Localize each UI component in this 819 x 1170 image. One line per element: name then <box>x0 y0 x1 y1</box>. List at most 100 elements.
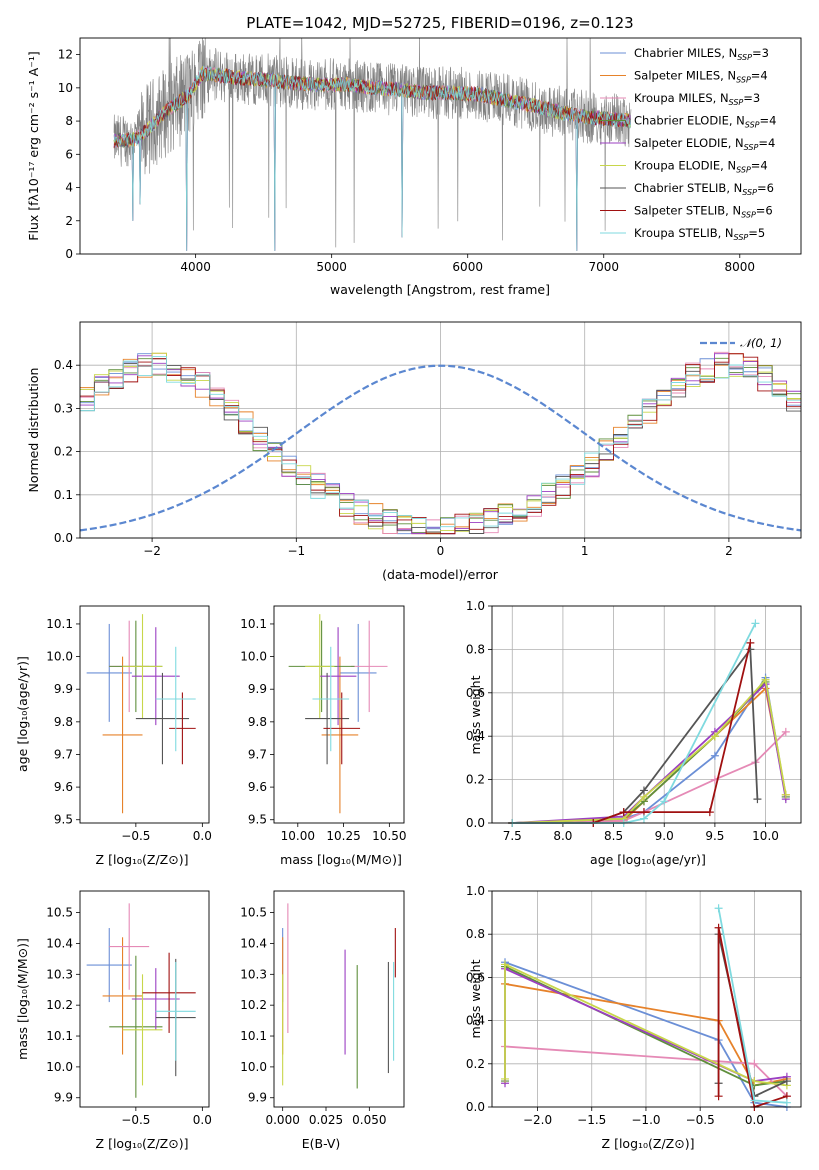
weight-point-marker <box>714 923 723 932</box>
x-tick-label: 0.0 <box>193 1113 212 1127</box>
weight-series-line <box>504 983 788 1087</box>
x-tick-label: 0.0 <box>193 829 212 843</box>
x-tick-label: −2 <box>143 544 161 558</box>
weight-point-marker <box>751 619 760 628</box>
y-tick-label: 0.8 <box>466 642 485 656</box>
y-tick-label: 10.2 <box>46 998 73 1012</box>
y-tick-label: 0.3 <box>54 401 73 415</box>
x-tick-label: 8.0 <box>553 829 572 843</box>
weight-point-marker <box>660 797 669 806</box>
y-tick-label: 0.0 <box>466 816 485 830</box>
x-tick-label: 4000 <box>180 260 211 274</box>
weight-series-line <box>512 686 787 824</box>
legend-entry: Chabrier STELIB, NSSP=6 <box>634 181 774 197</box>
y-tick-label: 10.5 <box>240 906 267 920</box>
x-tick-label: 0.050 <box>352 1113 386 1127</box>
weight-point-marker <box>705 808 714 817</box>
x-tick-label: −0.5 <box>121 1113 150 1127</box>
legend-entry: Chabrier MILES, NSSP=3 <box>634 46 769 62</box>
histogram-step-line <box>80 353 801 535</box>
age-z-xlabel: Z [log₁₀(Z/Z⊙)] <box>96 852 189 867</box>
mass-weight-vs-metallicity-panel: −2.0 −1.5 −1.0 −0.5 0.0 0.0 0.2 0.4 0.6 0.8 1.0 <box>466 884 802 1127</box>
y-tick-label: 1.0 <box>466 599 485 613</box>
observed-spectrum-line <box>113 38 632 248</box>
x-tick-label: 10.25 <box>326 829 360 843</box>
mass-ebv-xlabel: E(B-V) <box>302 1136 341 1151</box>
weight-age-xlabel: age [log₁₀(age/yr)] <box>590 852 706 867</box>
spectrum-panel: 4000 5000 6000 7000 8000 0 2 4 6 8 10 12 Chabrier MI… <box>58 37 802 274</box>
x-tick-label: −1.0 <box>631 1113 660 1127</box>
y-tick-label: 10.3 <box>46 967 73 981</box>
weight-point-marker <box>714 904 723 913</box>
weight-series-line <box>504 962 788 1087</box>
x-tick-label: 10.0 <box>752 829 779 843</box>
y-tick-label: 9.5 <box>248 813 267 827</box>
weight-point-marker <box>781 790 790 799</box>
y-tick-label: 9.6 <box>54 780 73 794</box>
y-tick-label: 0.4 <box>54 358 73 372</box>
x-tick-label: 8000 <box>725 260 756 274</box>
spectrum-title: PLATE=1042, MJD=52725, FIBERID=0196, z=0… <box>246 14 633 32</box>
y-tick-label: 10.0 <box>46 650 73 664</box>
y-tick-label: 10.3 <box>240 967 267 981</box>
plot-frame <box>273 605 405 824</box>
y-tick-label: 9.9 <box>54 682 73 696</box>
y-tick-label: 9.6 <box>248 780 267 794</box>
x-tick-label: 9.5 <box>705 829 724 843</box>
x-tick-label: 6000 <box>452 260 483 274</box>
weight-point-marker <box>750 1096 759 1105</box>
y-tick-label: 0.8 <box>466 927 485 941</box>
model-spectrum-line <box>113 65 632 251</box>
y-tick-label: 0 <box>65 247 73 261</box>
residual-histogram-panel: −2 −1 0 1 2 0.0 0.1 0.2 0.3 0.4 𝒩(0, 1) <box>54 321 802 558</box>
plot-frame <box>79 321 802 539</box>
legend-entry: Kroupa MILES, NSSP=3 <box>634 91 760 107</box>
mass-z-xlabel: Z [log₁₀(Z/Z⊙)] <box>96 1136 189 1151</box>
weight-series-line <box>504 961 788 1108</box>
weight-point-marker <box>714 1092 723 1101</box>
y-tick-label: 0.6 <box>466 970 485 984</box>
y-tick-label: 10.0 <box>46 1060 73 1074</box>
y-tick-label: 0.6 <box>466 686 485 700</box>
x-tick-label: 2 <box>725 544 733 558</box>
weight-z-xlabel: Z [log₁₀(Z/Z⊙)] <box>602 1136 695 1151</box>
legend-entry: Salpeter STELIB, NSSP=6 <box>634 204 773 220</box>
x-tick-label: 0.0 <box>745 1113 764 1127</box>
y-tick-label: 1.0 <box>466 884 485 898</box>
plot-frame <box>79 890 210 1108</box>
x-tick-label: 5000 <box>316 260 347 274</box>
weight-point-marker <box>639 786 648 795</box>
weight-point-marker <box>761 675 770 684</box>
weight-point-marker <box>710 751 719 760</box>
legend-entry: Kroupa STELIB, NSSP=5 <box>634 226 765 242</box>
y-tick-label: 0.4 <box>466 1014 485 1028</box>
weight-z-ylabel: mass weight <box>468 959 483 1038</box>
y-tick-label: 10 <box>58 81 73 95</box>
y-tick-label: 10.0 <box>240 650 267 664</box>
mass-z-ylabel: mass [log₁₀(M/M⊙)] <box>15 938 30 1060</box>
y-tick-label: 10.0 <box>240 1060 267 1074</box>
weight-point-marker <box>501 960 510 969</box>
plot-frame <box>491 605 802 824</box>
y-tick-label: 10.4 <box>240 936 267 950</box>
y-tick-label: 10.5 <box>46 906 73 920</box>
y-tick-label: 0.0 <box>466 1100 485 1114</box>
y-tick-label: 0.2 <box>466 1057 485 1071</box>
weight-point-marker <box>750 1059 759 1068</box>
x-tick-label: 7.5 <box>503 829 522 843</box>
residual-xlabel: (data-model)/error <box>382 567 499 582</box>
y-tick-label: 0.4 <box>466 729 485 743</box>
legend-entry: 𝒩(0, 1) <box>740 336 782 350</box>
weight-series-line <box>512 677 787 824</box>
spectrum-ylabel: Flux [fλ10⁻¹⁷ erg cm⁻² s⁻¹ A⁻¹] <box>26 51 41 240</box>
y-tick-label: 10.1 <box>46 617 73 631</box>
y-tick-label: 10.2 <box>240 998 267 1012</box>
x-tick-label: 9.0 <box>655 829 674 843</box>
weight-point-marker <box>639 814 648 823</box>
y-tick-label: 10.4 <box>46 936 73 950</box>
legend-entry: Salpeter MILES, NSSP=4 <box>634 69 768 85</box>
weight-point-marker <box>753 795 762 804</box>
weight-point-marker <box>782 1098 791 1107</box>
weight-point-marker <box>746 638 755 647</box>
x-tick-label: −0.5 <box>121 829 150 843</box>
